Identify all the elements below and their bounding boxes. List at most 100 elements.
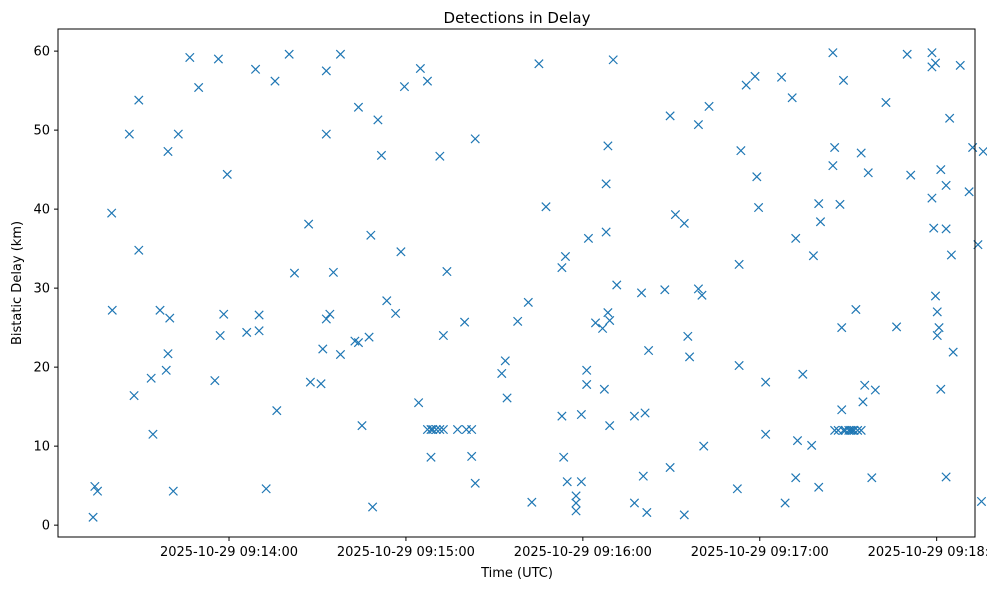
data-point <box>787 93 797 103</box>
data-point <box>254 310 264 320</box>
data-point <box>807 440 817 450</box>
data-point <box>335 49 346 59</box>
data-point <box>683 331 693 341</box>
data-point <box>382 296 392 306</box>
data-point <box>583 233 594 243</box>
data-point <box>426 452 436 462</box>
data-point <box>304 219 314 229</box>
data-point <box>148 429 158 439</box>
data-point <box>497 368 507 379</box>
data-point <box>863 168 873 178</box>
data-point <box>161 365 171 375</box>
data-point <box>272 405 282 416</box>
data-point <box>390 308 401 319</box>
data-point <box>761 377 771 387</box>
data-point <box>837 323 847 333</box>
data-point <box>146 373 156 383</box>
data-point <box>750 71 760 82</box>
data-point <box>856 425 866 435</box>
data-point <box>571 498 581 508</box>
data-point <box>242 327 252 338</box>
data-point <box>601 227 611 237</box>
data-point <box>693 284 704 294</box>
data-point <box>321 314 331 324</box>
data-point <box>753 202 764 213</box>
data-point <box>335 349 346 360</box>
data-point <box>792 435 803 446</box>
data-point <box>679 218 689 228</box>
data-point <box>353 102 364 112</box>
data-point <box>396 247 406 257</box>
data-point <box>88 512 98 522</box>
data-point <box>941 224 951 234</box>
data-point <box>643 345 654 356</box>
data-point <box>284 49 294 59</box>
data-point <box>155 305 165 315</box>
data-point <box>891 322 902 332</box>
x-tick-label: 2025-10-29 09:14:00 <box>160 545 298 560</box>
data-point <box>936 384 946 394</box>
data-point <box>321 129 331 139</box>
data-point <box>752 172 762 182</box>
data-point <box>697 290 707 300</box>
data-point <box>357 420 367 431</box>
data-point <box>470 478 480 488</box>
data-point <box>932 330 942 341</box>
data-point <box>791 233 801 243</box>
data-point <box>413 398 424 408</box>
x-tick-label: 2025-10-29 09:16:00 <box>514 545 652 560</box>
data-point <box>638 471 648 481</box>
data-point <box>502 393 512 403</box>
data-point <box>431 424 441 435</box>
data-point <box>941 180 951 191</box>
x-axis-label: Time (UTC) <box>480 566 553 581</box>
data-point <box>289 268 300 278</box>
y-tick-label: 40 <box>33 203 50 218</box>
data-point <box>736 146 746 156</box>
data-point <box>134 245 144 255</box>
data-point <box>353 338 364 348</box>
data-point <box>305 377 316 387</box>
data-point <box>870 385 880 395</box>
data-point <box>571 506 581 516</box>
data-point <box>780 498 790 508</box>
data-point <box>364 332 374 342</box>
data-point <box>316 379 326 389</box>
data-point <box>814 482 824 492</box>
data-point <box>603 141 613 151</box>
data-point <box>559 452 569 462</box>
data-point <box>467 424 477 435</box>
data-point <box>867 473 877 483</box>
data-point <box>699 441 709 451</box>
data-point <box>849 425 859 435</box>
data-point <box>853 425 863 435</box>
data-point <box>837 405 847 415</box>
data-point <box>428 424 438 435</box>
data-point <box>328 267 339 277</box>
data-point <box>929 223 939 233</box>
data-point <box>704 101 714 112</box>
data-point <box>830 425 840 435</box>
data-point <box>814 198 824 209</box>
y-axis: 0 10 20 30 40 50 60 <box>33 45 58 534</box>
data-point <box>941 472 951 482</box>
data-point <box>629 411 640 421</box>
data-point <box>527 497 537 507</box>
data-point <box>422 76 433 86</box>
data-point <box>945 113 955 123</box>
data-point <box>376 150 387 161</box>
data-point <box>597 323 608 334</box>
y-axis-label: Bistatic Delay (km) <box>10 221 25 345</box>
data-point <box>881 97 891 108</box>
data-point <box>976 496 987 507</box>
data-point <box>665 462 675 473</box>
data-point <box>927 193 937 203</box>
data-point <box>902 49 912 59</box>
y-tick-label: 20 <box>33 361 50 376</box>
data-point <box>270 76 280 86</box>
data-point <box>791 473 801 483</box>
data-point <box>670 210 681 220</box>
data-point <box>534 59 544 69</box>
data-point <box>541 202 551 212</box>
